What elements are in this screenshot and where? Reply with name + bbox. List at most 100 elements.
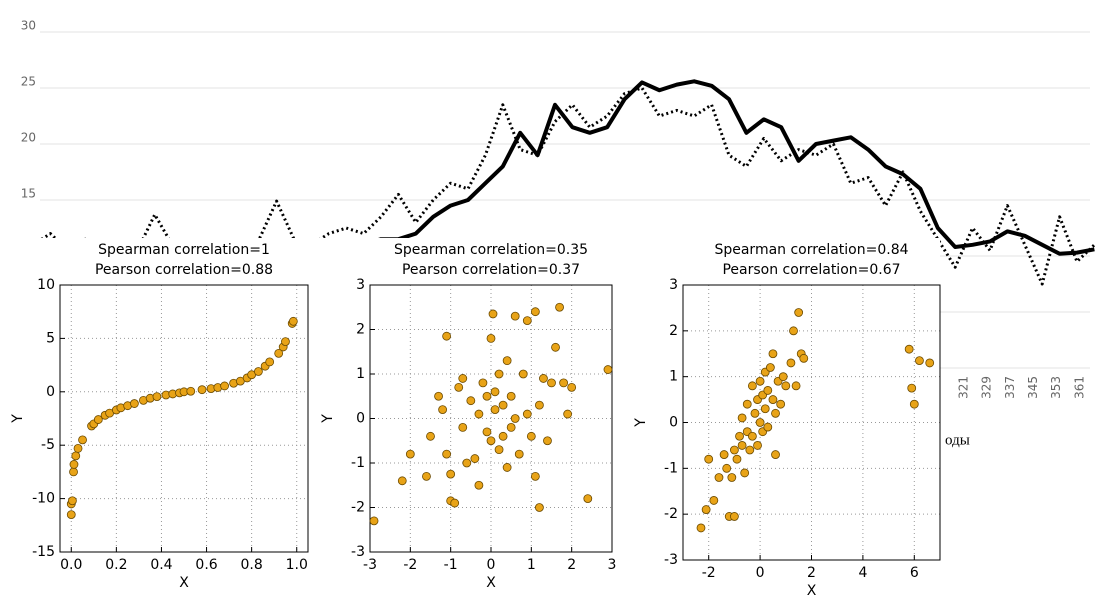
scatter-point (583, 494, 593, 504)
y-tick-label: 10 (37, 277, 55, 293)
y-tick-label: 2 (669, 323, 678, 339)
scatter-point (907, 383, 917, 393)
scatter-point (727, 473, 737, 482)
scatter-point (753, 441, 762, 450)
chart-subtitle: Pearson correlation=0.67 (722, 262, 900, 278)
scatter-point (486, 333, 496, 343)
scatter-point (909, 399, 919, 409)
y-tick-label: 30 (21, 19, 36, 33)
scatter-point (470, 454, 480, 463)
y-tick-label: 15 (21, 187, 36, 201)
y-axis-label: Y (320, 414, 336, 424)
y-tick-label: -15 (32, 544, 55, 560)
scatter-point (474, 480, 484, 490)
scatter-point (71, 451, 81, 461)
y-tick-label: -1 (351, 455, 365, 471)
scatter-point (555, 302, 564, 312)
scatter-point (281, 337, 290, 347)
scatter-point (559, 378, 568, 388)
x-tick-label: 321 (956, 376, 970, 399)
scatter-point (742, 399, 752, 409)
scatter-point (704, 454, 714, 464)
y-tick-label: -1 (664, 460, 678, 476)
scatter-point (502, 463, 512, 472)
scatter-point (93, 415, 103, 424)
y-tick-label: -3 (664, 552, 678, 568)
scatter-point (794, 308, 804, 317)
chart-subtitle: Pearson correlation=0.37 (402, 262, 580, 278)
scatter-point (747, 431, 757, 441)
y-tick-label: 1 (669, 369, 678, 385)
scatter-point (535, 503, 544, 512)
y-tick-label: 0 (46, 384, 55, 400)
scatter-point (543, 436, 552, 446)
scatter-point (66, 510, 76, 520)
x-tick-label: 0 (756, 565, 765, 581)
scatter-point (709, 496, 719, 505)
scatter-point (397, 476, 407, 486)
x-tick-label: 0.8 (241, 557, 263, 573)
scatter-point (522, 409, 532, 419)
chart-subtitle: Pearson correlation=0.88 (95, 262, 273, 278)
scatter-point (522, 316, 532, 326)
y-axis-label: Y (633, 418, 649, 428)
scatter-point (498, 431, 508, 441)
scatter-point (498, 400, 508, 410)
scatter-point (737, 413, 747, 423)
scatter-point (799, 353, 809, 363)
scatter-point (765, 363, 775, 372)
scatter-point (539, 374, 548, 383)
x-axis-label: X (807, 583, 817, 597)
scatter-point (535, 400, 544, 410)
scatter-point (904, 344, 914, 354)
x-tick-label: -3 (363, 557, 377, 573)
y-tick-label: 1 (356, 366, 365, 382)
scatter-point (510, 414, 520, 423)
x-tick-label: 0.2 (105, 557, 127, 573)
x-tick-label: 1.0 (286, 557, 308, 573)
x-tick-label: 0.0 (60, 557, 82, 573)
scatter-point (791, 381, 801, 391)
scatter-point (696, 523, 706, 533)
y-tick-label: 0 (356, 411, 365, 427)
x-tick-label: 353 (1049, 376, 1063, 399)
x-tick-label: 361 (1072, 376, 1086, 399)
scatter-point (369, 516, 379, 526)
scatter-point (458, 422, 468, 432)
scatter-point (771, 408, 780, 418)
scatter-point (253, 367, 263, 376)
chart-title: Spearman correlation=1 (98, 242, 270, 258)
scatter-point (73, 444, 83, 453)
scatter-point (506, 422, 516, 432)
scatter-point (69, 460, 79, 469)
scatter-point (789, 326, 798, 336)
scatter-point (518, 369, 528, 379)
x-tick-label: 345 (1026, 376, 1040, 399)
scatter-point (510, 311, 520, 321)
x-tick-label: 4 (858, 565, 867, 581)
x-tick-label: 6 (910, 565, 919, 581)
y-tick-label: -3 (351, 544, 365, 560)
scatter-point (405, 449, 415, 459)
y-tick-label: -2 (351, 500, 365, 516)
scatter-point (220, 381, 229, 391)
scatter-point (69, 467, 78, 477)
scatter-point (265, 357, 275, 367)
scatter-point (763, 386, 773, 395)
scatter-point (78, 435, 87, 445)
x-tick-label: -1 (444, 557, 458, 573)
scatter-point (129, 399, 139, 408)
scatter-point (152, 392, 162, 402)
scatter-point (446, 469, 456, 479)
x-axis-label: оды (945, 432, 970, 448)
scatter-point (442, 331, 452, 341)
scatter-point (603, 365, 613, 374)
x-tick-label: 0.4 (150, 557, 172, 573)
axes-frame (59, 284, 309, 553)
scatter-point (514, 449, 524, 459)
scatter-point (563, 409, 573, 419)
scatter-point (450, 498, 460, 508)
scatter-point (466, 396, 476, 406)
scatter-point (551, 342, 560, 352)
scatter-point (701, 505, 711, 514)
